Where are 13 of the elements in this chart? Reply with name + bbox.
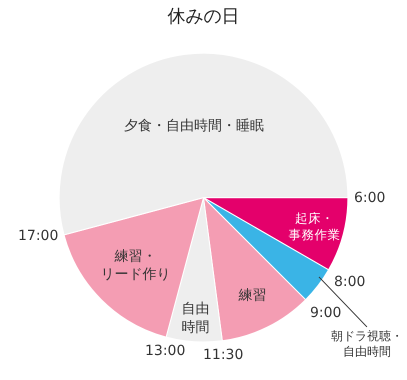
text: 6:00: [354, 190, 386, 206]
slice-label: 夕食・自由時間・睡眠: [124, 118, 264, 134]
slice-label: 練習: [237, 288, 266, 304]
text: 17:00: [18, 228, 58, 244]
text: 13:00: [145, 343, 186, 359]
slice-label: 練習・リード作り: [100, 248, 170, 283]
text: 11:30: [203, 347, 244, 363]
slice-label: 起床・事務作業: [288, 210, 340, 242]
text: 9:00: [310, 305, 342, 321]
text: 8:00: [334, 274, 366, 290]
slice-label: 朝ドラ視聴・自由時間: [331, 329, 403, 359]
slice-label: 自由時間: [182, 301, 210, 336]
chart-title: 休みの日: [168, 6, 240, 28]
